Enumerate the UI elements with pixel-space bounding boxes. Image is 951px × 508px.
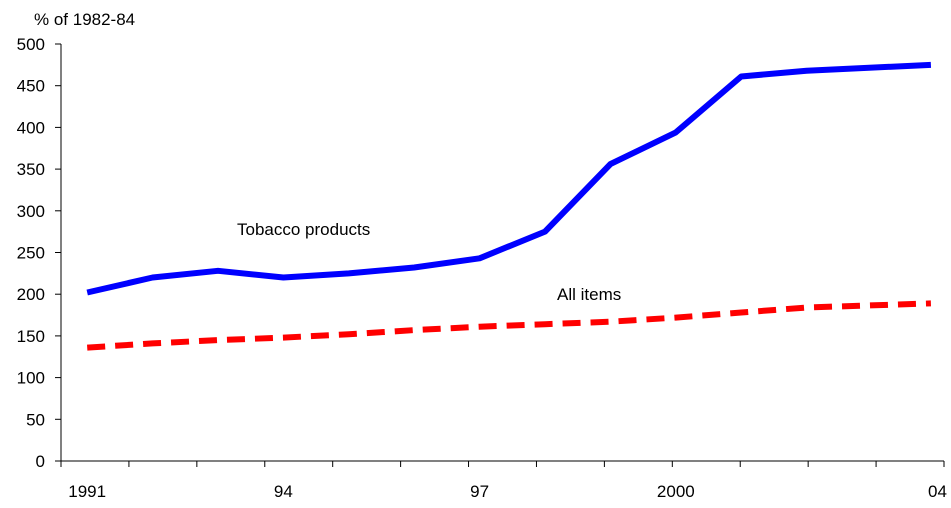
series-label-all-items: All items <box>557 285 621 304</box>
y-tick-label: 100 <box>17 369 45 388</box>
x-tick-label: 97 <box>470 482 489 501</box>
x-tick-label: 2000 <box>657 482 695 501</box>
y-tick-label: 150 <box>17 327 45 346</box>
x-tick-label: 1991 <box>68 482 106 501</box>
x-tick-label: 04 <box>928 482 947 501</box>
y-tick-label: 250 <box>17 244 45 263</box>
series-line-tobacco <box>86 61 932 296</box>
x-ticks: 1991 94 97 2000 04 <box>60 461 947 501</box>
y-tick-label: 400 <box>17 118 45 137</box>
x-tick-label: 94 <box>274 482 293 501</box>
series-group <box>86 61 932 351</box>
series-line-all-items <box>87 300 931 351</box>
y-ticks: 0 50 100 150 200 250 300 350 400 450 500 <box>17 35 61 471</box>
y-tick-label: 450 <box>17 77 45 96</box>
y-tick-label: 300 <box>17 202 45 221</box>
axes <box>60 44 944 462</box>
series-label-tobacco: Tobacco products <box>237 220 370 239</box>
y-axis-label: % of 1982-84 <box>34 10 135 29</box>
y-tick-label: 350 <box>17 160 45 179</box>
y-tick-label: 0 <box>36 452 45 471</box>
y-tick-label: 500 <box>17 35 45 54</box>
y-tick-label: 50 <box>26 410 45 429</box>
y-tick-label: 200 <box>17 285 45 304</box>
